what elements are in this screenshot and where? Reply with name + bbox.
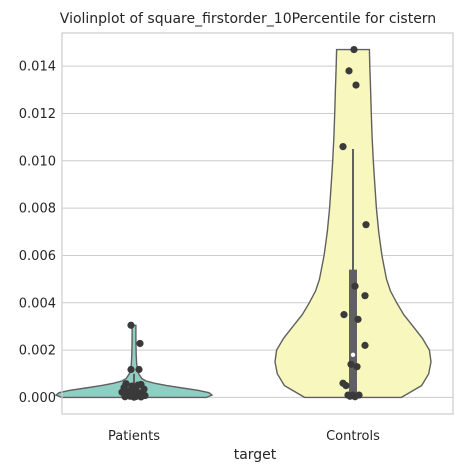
y-tick-label: 0.002 bbox=[19, 344, 56, 359]
data-point bbox=[136, 340, 143, 347]
y-tick-label: 0.014 bbox=[19, 60, 56, 75]
y-tick-label: 0.008 bbox=[19, 202, 56, 217]
y-tick-label: 0.010 bbox=[19, 154, 56, 169]
data-point bbox=[137, 393, 144, 400]
y-tick-label: 0.006 bbox=[19, 249, 56, 264]
median-marker bbox=[351, 353, 355, 357]
data-point bbox=[127, 366, 134, 373]
data-point bbox=[135, 366, 142, 373]
data-point bbox=[342, 382, 349, 389]
data-point bbox=[351, 393, 358, 400]
x-tick-label: Controls bbox=[326, 429, 380, 444]
y-tick-label: 0.004 bbox=[19, 296, 56, 311]
data-point bbox=[121, 393, 128, 400]
data-point bbox=[130, 394, 137, 401]
data-point bbox=[361, 342, 368, 349]
data-point bbox=[353, 363, 360, 370]
x-axis-label: target bbox=[234, 447, 277, 463]
data-point bbox=[340, 311, 347, 318]
data-point bbox=[345, 67, 352, 74]
data-point bbox=[351, 283, 358, 290]
chart-title: Violinplot of square_firstorder_10Percen… bbox=[60, 11, 436, 27]
data-point bbox=[350, 46, 357, 53]
data-point bbox=[354, 316, 361, 323]
data-point bbox=[361, 292, 368, 299]
data-point bbox=[127, 322, 134, 329]
data-point bbox=[352, 81, 359, 88]
x-tick-label: Patients bbox=[108, 429, 160, 444]
y-tick-label: 0.012 bbox=[19, 107, 56, 122]
y-tick-label: 0.000 bbox=[19, 391, 56, 406]
data-point bbox=[339, 143, 346, 150]
data-point bbox=[362, 221, 369, 228]
